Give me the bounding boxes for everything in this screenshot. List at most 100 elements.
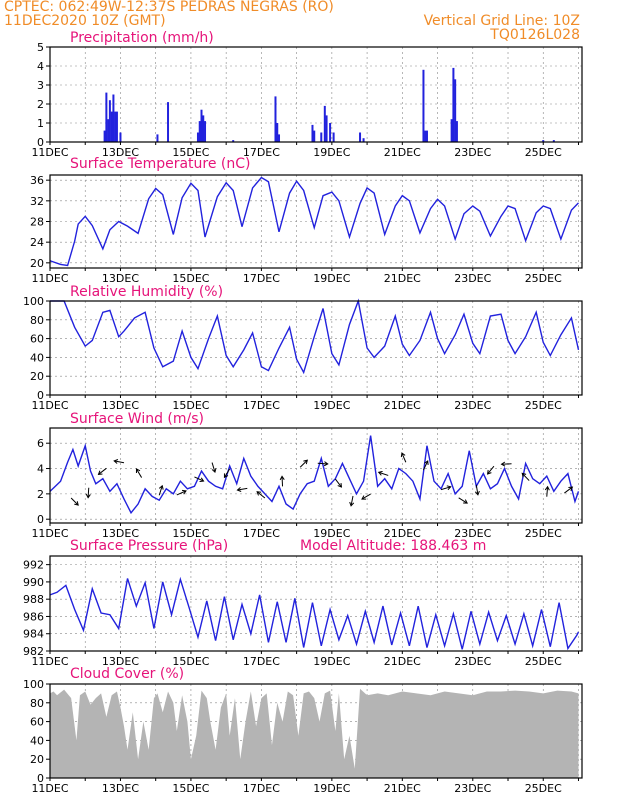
- wind-arrow: [521, 473, 530, 481]
- x-tick-label: 25DEC: [525, 272, 562, 285]
- y-tick-label: 100: [23, 295, 44, 308]
- precip-bar: [425, 130, 428, 142]
- wind-arrow: [211, 462, 216, 473]
- y-tick-label: 5: [37, 41, 44, 54]
- y-tick-label: 20: [30, 753, 44, 766]
- wind-arrow: [317, 462, 328, 465]
- panel-title: Surface Wind (m/s): [70, 411, 204, 427]
- x-tick-label: 21DEC: [384, 399, 421, 412]
- precip-bar: [359, 132, 362, 142]
- precip-bar: [323, 105, 326, 142]
- precip-bar: [552, 140, 555, 142]
- wind-arrow-head: [463, 499, 468, 504]
- wind-arrow: [378, 471, 389, 476]
- y-tick-label: 20: [30, 257, 44, 270]
- x-tick-label: 13DEC: [102, 527, 139, 540]
- precip-bar: [198, 121, 201, 142]
- precip-bar: [329, 123, 332, 142]
- precip-bar: [107, 119, 110, 142]
- precip-bar: [204, 121, 207, 142]
- wind-arrow: [440, 486, 451, 491]
- precip-bar: [278, 134, 281, 142]
- precip-bar: [119, 132, 122, 142]
- wind-arrow-head: [85, 493, 91, 499]
- wind-arrow: [423, 460, 429, 471]
- wind-arrow: [401, 452, 407, 463]
- precip-bar: [196, 132, 199, 142]
- x-tick-label: 15DEC: [172, 782, 209, 795]
- precip-bar: [114, 111, 117, 142]
- precip-bar: [108, 100, 111, 142]
- precip-bar: [232, 140, 235, 142]
- y-tick-label: 4: [37, 60, 44, 73]
- y-tick-label: 986: [23, 610, 44, 623]
- x-tick-label: 19DEC: [313, 782, 350, 795]
- panel-4: 982 984 986 988 990 992 11DEC 13DEC 15DEC 17DEC 19…: [23, 538, 583, 668]
- wind-arrow: [224, 468, 231, 478]
- wind-arrow: [158, 485, 163, 496]
- wind-arrow: [475, 484, 479, 495]
- panel-frame: [49, 427, 583, 524]
- x-tick-label: 13DEC: [102, 272, 139, 285]
- wind-arrow-head: [97, 470, 103, 476]
- x-tick-label: 25DEC: [525, 399, 562, 412]
- wind-arrow: [487, 465, 495, 475]
- y-tick-label: 4: [37, 463, 44, 476]
- precip-bar: [276, 123, 279, 142]
- y-tick-label: 80: [30, 314, 44, 327]
- x-tick-label: 11DEC: [31, 399, 68, 412]
- wind-arrow-head: [349, 501, 355, 507]
- precip-bar: [313, 130, 316, 142]
- y-tick-label: 24: [30, 236, 44, 249]
- x-tick-label: 11DEC: [31, 272, 68, 285]
- wind-arrow: [194, 476, 204, 482]
- wind-arrow: [87, 487, 90, 498]
- wind-arrow-head: [500, 461, 506, 467]
- precip-bar: [452, 67, 455, 142]
- y-tick-label: 32: [30, 195, 44, 208]
- wind-arrow-head: [377, 470, 383, 476]
- x-tick-label: 19DEC: [313, 146, 350, 159]
- wind-arrow-head: [474, 490, 480, 496]
- precip-bar: [103, 130, 106, 142]
- header-date: 11DEC2020 10Z (GMT): [4, 13, 166, 29]
- precip-bar: [454, 79, 457, 142]
- panel-title: Precipitation (mm/h): [70, 30, 214, 46]
- precip-bar: [455, 121, 458, 142]
- series-line: [49, 435, 580, 515]
- wind-arrow-head: [400, 452, 406, 458]
- x-tick-label: 11DEC: [31, 527, 68, 540]
- series-line: [49, 176, 579, 267]
- x-tick-label: 11DEC: [31, 655, 68, 668]
- panel-3: 0 2 4 6 11DEC 13DEC 15DEC 17DEC 19DEC 21DEC 23DEC 2…: [31, 411, 583, 540]
- y-tick-label: 988: [23, 593, 44, 606]
- wind-arrow: [334, 478, 342, 488]
- wind-arrow-head: [236, 487, 242, 492]
- wind-arrow-head: [135, 468, 141, 473]
- wind-arrow-head: [74, 501, 79, 506]
- wind-arrow: [299, 459, 308, 468]
- y-tick-label: 2: [37, 488, 44, 501]
- wind-arrow-head: [521, 472, 527, 478]
- wind-arrow: [546, 486, 549, 497]
- cloud-area: [50, 688, 579, 778]
- wind-arrow: [114, 460, 125, 464]
- precip-bar: [325, 115, 328, 142]
- y-tick-label: 0: [37, 772, 44, 785]
- precip-bar: [320, 132, 323, 142]
- x-tick-label: 23DEC: [454, 782, 491, 795]
- wind-arrow-head: [211, 468, 217, 474]
- panel-title: Relative Humidity (%): [70, 284, 223, 300]
- wind-arrow-head: [544, 485, 550, 491]
- x-tick-label: 11DEC: [31, 146, 68, 159]
- panel-frame: [49, 46, 583, 143]
- x-tick-label: 25DEC: [525, 782, 562, 795]
- x-tick-label: 11DEC: [31, 782, 68, 795]
- wind-arrow-head: [303, 459, 308, 465]
- precip-bar: [332, 132, 335, 142]
- x-tick-label: 19DEC: [313, 655, 350, 668]
- x-tick-label: 17DEC: [243, 146, 280, 159]
- y-tick-label: 40: [30, 351, 44, 364]
- x-tick-label: 13DEC: [102, 399, 139, 412]
